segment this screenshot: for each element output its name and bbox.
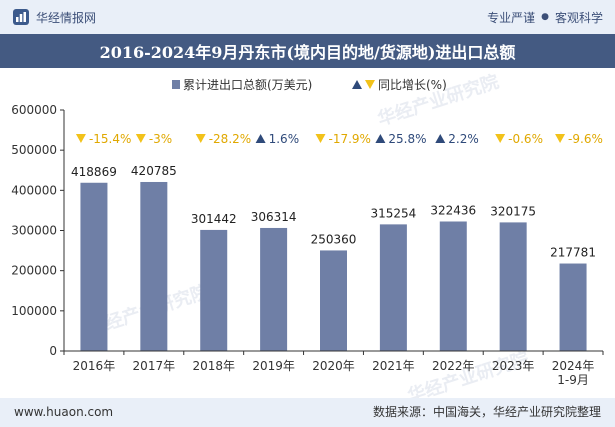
x-tick-label: 2021年 [372, 359, 415, 373]
bar-value-label: 301442 [191, 212, 237, 226]
bar [140, 181, 168, 351]
growth-label: -9.6% [568, 132, 603, 146]
growth-down-triangle-icon [75, 134, 86, 143]
growth-label: 25.8% [388, 132, 426, 146]
growth-label: -0.6% [508, 132, 543, 146]
growth-down-triangle-icon [135, 134, 146, 143]
top-bar: 华经情报网 专业严谨 ● 客观科学 [0, 0, 615, 34]
growth-down-triangle-icon [315, 134, 326, 143]
legend-down-triangle-icon [365, 80, 375, 89]
growth-up-triangle-icon [375, 134, 386, 143]
growth-down-triangle-icon [495, 134, 506, 143]
y-tick-label: 300000 [11, 224, 57, 238]
growth-labels: -15.4% -3% -28.2% 1.6% -17.9% 25.8% 2.2% -0.6% -… [75, 132, 603, 146]
bar [80, 182, 108, 351]
y-axis: 0 100000 200000 300000 400000 500000 600000 [11, 103, 65, 358]
x-tick-label: 2016年 [73, 359, 116, 373]
website-link[interactable]: www.huaon.com [14, 405, 114, 419]
bar [200, 229, 228, 351]
x-tick-label: 2017年 [133, 359, 176, 373]
separator-dot-icon: ● [541, 12, 549, 22]
bar [320, 250, 347, 351]
footer: www.huaon.com 数据来源：中国海关，华经产业研究院整理 [0, 398, 615, 427]
y-tick-label: 200000 [11, 264, 57, 278]
huajing-logo-icon [13, 9, 29, 25]
chart-area: 华经产业研究院华经产业研究院华经产业研究院 累计进出口总额(万美元)同比增长(%… [11, 70, 604, 398]
brand-name: 华经情报网 [36, 10, 97, 25]
x-axis: 2016年 2017年 2018年 2019年 2020年 2021年 2022年 2023年… [63, 350, 604, 387]
bar-value-label: 217781 [550, 246, 596, 260]
growth-up-triangle-icon [435, 134, 446, 143]
legend-bar-label: 累计进出口总额(万美元) [183, 78, 312, 92]
bars: 418869 420785 301442 306314 250360 315254 3224… [71, 164, 596, 351]
bar-value-label: 418869 [71, 165, 117, 179]
y-tick-label: 400000 [11, 183, 57, 197]
growth-label: -15.4% [89, 132, 131, 146]
legend-up-triangle-icon [352, 80, 362, 89]
brand: 华经情报网 [12, 0, 96, 34]
data-source: 数据来源：中国海关，华经产业研究院整理 [372, 405, 601, 419]
growth-down-triangle-icon [555, 134, 566, 143]
tag-professional: 专业严谨 [487, 10, 536, 25]
bar [260, 227, 288, 351]
tag-objective: 客观科学 [554, 10, 603, 25]
bar [559, 263, 587, 351]
bar-value-label: 322436 [430, 203, 476, 217]
bar-value-label: 306314 [251, 210, 297, 224]
y-tick-label: 0 [49, 344, 57, 358]
bar-value-label: 320175 [490, 204, 536, 218]
header-tags: 专业严谨 ● 客观科学 [487, 0, 603, 34]
bar [499, 222, 527, 351]
bar-value-label: 315254 [370, 206, 416, 220]
growth-down-triangle-icon [195, 134, 206, 143]
title-bar: 2016-2024年9月丹东市(境内目的地/货源地)进出口总额 [0, 34, 615, 68]
legend: 累计进出口总额(万美元) 同比增长(%) [172, 78, 447, 92]
legend-growth-label: 同比增长(%) [378, 78, 447, 92]
x-tick-label: 2024年 1-9月 [552, 359, 595, 387]
y-tick-label: 100000 [11, 304, 57, 318]
legend-bar-swatch [172, 80, 180, 89]
y-tick-label: 600000 [11, 103, 57, 117]
growth-label: -17.9% [329, 132, 371, 146]
bar-value-label: 250360 [311, 232, 357, 246]
growth-label: 2.2% [448, 132, 479, 146]
growth-label: -3% [149, 132, 172, 146]
bar [379, 224, 407, 351]
x-tick-label: 2020年 [312, 359, 355, 373]
x-tick-label: 2022年 [432, 359, 475, 373]
growth-label: 1.6% [269, 132, 300, 146]
y-tick-label: 500000 [11, 143, 57, 157]
x-tick-label: 2019年 [252, 359, 295, 373]
chart-title: 2016-2024年9月丹东市(境内目的地/货源地)进出口总额 [99, 43, 516, 62]
x-tick-label: 2023年 [492, 359, 535, 373]
bar-value-label: 420785 [131, 164, 177, 178]
growth-label: -28.2% [209, 132, 251, 146]
x-tick-label: 2018年 [192, 359, 235, 373]
growth-up-triangle-icon [255, 134, 266, 143]
bar [439, 221, 467, 351]
